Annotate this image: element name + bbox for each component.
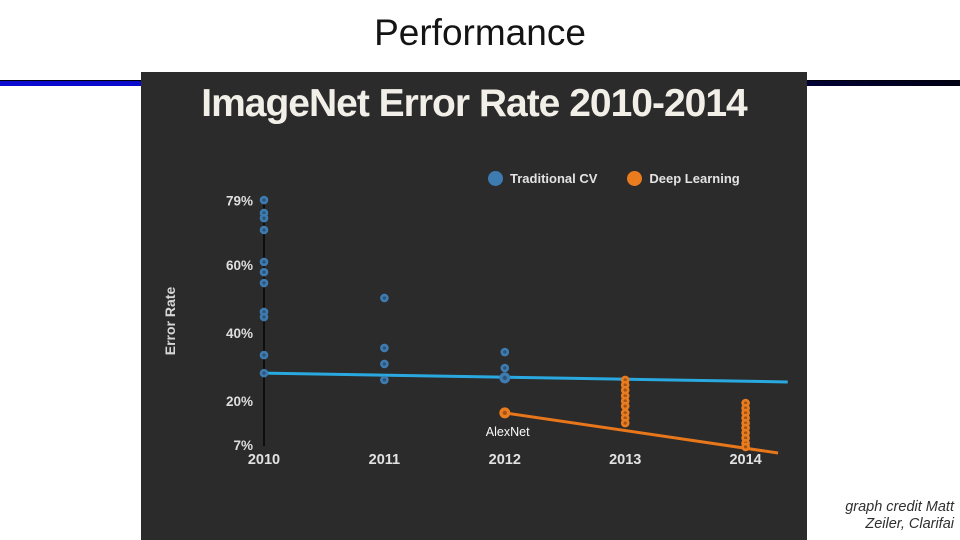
deep-learning-dot-icon	[627, 171, 643, 186]
data-point-center	[503, 366, 507, 370]
data-point-center	[262, 260, 266, 264]
data-point	[499, 407, 511, 419]
data-point-center	[262, 270, 266, 274]
x-tick-label: 2011	[369, 452, 400, 468]
data-point-center	[262, 281, 266, 285]
data-point	[500, 347, 510, 357]
data-point-center	[262, 371, 266, 375]
y-tick-label: 60%	[226, 258, 253, 273]
graph-credit: graph credit Matt Zeiler, Clarifai	[845, 499, 954, 533]
data-point-center	[743, 436, 748, 440]
data-point	[259, 213, 269, 223]
data-point-center	[743, 401, 748, 405]
traditional-cv-dot-icon	[488, 171, 503, 186]
data-point	[620, 418, 630, 428]
data-point-center	[623, 399, 627, 403]
data-point-center	[743, 426, 748, 430]
data-point-center	[262, 315, 266, 319]
data-point-center	[743, 431, 748, 435]
data-point	[259, 312, 269, 322]
data-point-center	[262, 216, 266, 220]
data-point-center	[502, 410, 507, 415]
data-point	[499, 372, 511, 384]
data-point-center	[382, 346, 387, 350]
data-point-center	[623, 388, 627, 392]
legend-label: Deep Learning	[649, 171, 740, 186]
chart-legend: Traditional CV Deep Learning	[488, 171, 740, 186]
data-point	[259, 195, 269, 205]
y-tick-label: 79%	[226, 193, 253, 208]
x-tick-label: 2012	[489, 452, 521, 468]
data-point-center	[262, 310, 266, 314]
data-point-center	[382, 378, 387, 382]
data-point-center	[623, 411, 627, 415]
data-point-center	[623, 404, 627, 408]
graph-credit-line2: Zeiler, Clarifai	[865, 515, 954, 532]
data-point-center	[262, 198, 266, 202]
data-point-center	[623, 416, 627, 420]
data-point	[380, 343, 389, 353]
data-point-center	[262, 228, 266, 232]
chart-plot: 79% 60% 40% 20% 7% Error Rate 2010 2011 2012 2013…	[162, 193, 788, 468]
data-point-center	[502, 375, 507, 380]
data-point-center	[623, 421, 627, 425]
y-tick-label: 40%	[226, 326, 253, 341]
data-point-center	[743, 416, 748, 420]
data-point-center	[382, 362, 387, 366]
data-point	[259, 225, 269, 235]
data-point	[259, 278, 269, 288]
data-point	[380, 293, 389, 303]
data-point-center	[262, 211, 266, 215]
graph-credit-line1: graph credit Matt	[845, 498, 954, 515]
data-point-center	[503, 350, 507, 354]
data-point	[259, 368, 269, 378]
y-tick-label: 20%	[226, 394, 253, 409]
data-point	[259, 267, 269, 277]
page-title: Performance	[374, 12, 586, 53]
legend-label: Traditional CV	[510, 171, 598, 186]
y-tick-label: 7%	[233, 438, 253, 453]
data-point-center	[262, 353, 266, 357]
data-point-center	[623, 378, 627, 382]
data-point-center	[623, 383, 627, 387]
trend-line	[263, 371, 788, 384]
y-axis-title: Error Rate	[162, 287, 178, 356]
x-tick-label: 2013	[609, 452, 641, 468]
legend-item-deep-learning: Deep Learning	[627, 171, 740, 186]
data-point-center	[743, 411, 748, 415]
x-tick-label: 2010	[248, 452, 280, 468]
x-tick-label: 2014	[729, 452, 761, 468]
data-point	[259, 257, 269, 267]
trend-line	[504, 411, 779, 455]
legend-item-traditional-cv: Traditional CV	[488, 171, 597, 186]
data-point	[380, 359, 389, 369]
chart-title: ImageNet Error Rate 2010-2014	[201, 82, 747, 125]
data-point	[741, 442, 750, 452]
data-point	[620, 401, 630, 411]
chart-image-panel: 79% 60% 40% 20% 7% Error Rate 2010 2011 2012 2013…	[141, 72, 807, 540]
alexnet-annotation: AlexNet	[486, 425, 530, 439]
data-point-center	[623, 394, 627, 398]
data-point-center	[382, 296, 387, 300]
data-point-center	[743, 445, 748, 449]
data-point	[500, 363, 510, 373]
data-point	[259, 350, 269, 360]
data-point	[380, 375, 389, 385]
